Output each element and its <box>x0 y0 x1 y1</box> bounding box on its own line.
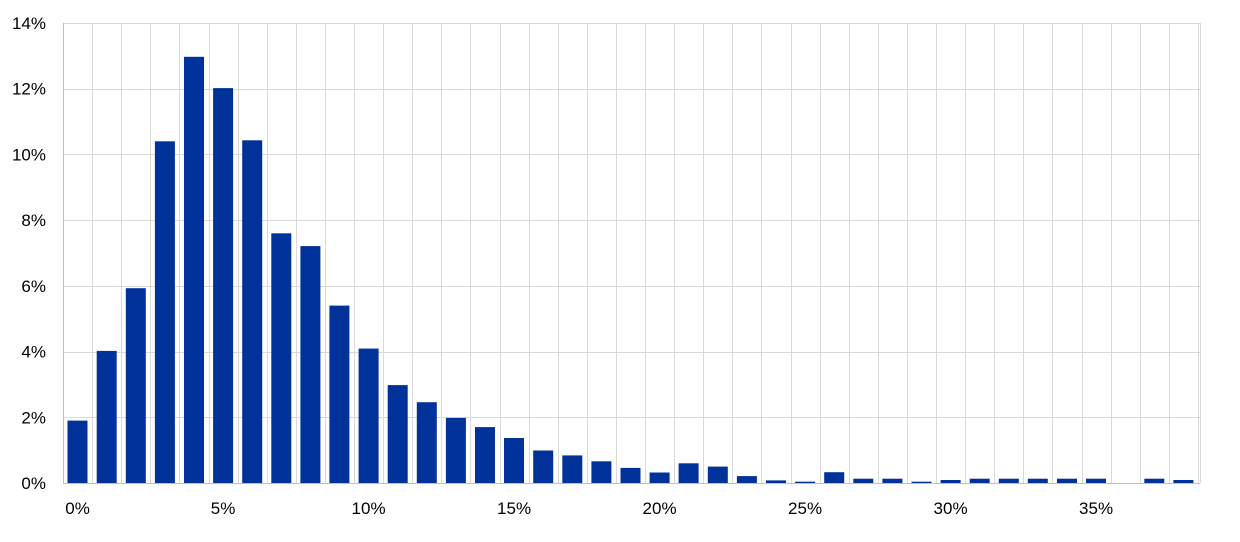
bar-16 <box>533 450 554 483</box>
bar-17 <box>562 455 583 483</box>
bar-13 <box>445 417 466 483</box>
x-tick-label: 35% <box>1079 499 1113 518</box>
bar-9 <box>329 305 350 483</box>
x-tick-label: 0% <box>65 499 90 518</box>
bar-28 <box>882 478 903 483</box>
bar-32 <box>998 478 1019 483</box>
bar-34 <box>1057 478 1077 483</box>
y-tick-label: 12% <box>12 80 46 99</box>
bar-37 <box>1144 478 1165 483</box>
bar-20 <box>649 472 670 483</box>
bar-19 <box>620 467 641 483</box>
x-tick-label: 30% <box>934 499 968 518</box>
x-tick-label: 15% <box>497 499 531 518</box>
bar-8 <box>300 246 321 483</box>
bar-27 <box>853 478 874 483</box>
bar-26 <box>824 472 845 483</box>
bar-4 <box>184 56 204 484</box>
bar-7 <box>271 233 292 483</box>
bar-3 <box>154 141 175 484</box>
bar-18 <box>591 461 612 483</box>
bar-30 <box>940 480 961 483</box>
bar-31 <box>969 478 990 483</box>
x-tick-label: 5% <box>211 499 236 518</box>
tick-labels: 0% 2% 4% 6% 8% 10% 12% 14% 0% 5% 10% 15% 20% 25% 30% 35… <box>12 14 1113 518</box>
bar-21 <box>678 463 699 483</box>
grid <box>63 23 1201 483</box>
bar-33 <box>1027 478 1048 483</box>
bar-10 <box>358 348 379 483</box>
y-tick-label: 8% <box>21 211 46 230</box>
y-tick-label: 0% <box>21 474 46 493</box>
bar-0 <box>67 420 88 483</box>
bar-35 <box>1086 478 1106 483</box>
bar-38 <box>1173 480 1194 483</box>
bar-25 <box>795 481 816 483</box>
y-tick-label: 6% <box>21 277 46 296</box>
bar-22 <box>707 466 728 483</box>
bar-6 <box>242 140 263 484</box>
axes <box>63 23 1200 484</box>
y-tick-label: 14% <box>12 14 46 33</box>
bar-5 <box>213 88 234 483</box>
bar-15 <box>504 438 524 483</box>
bars <box>67 56 1194 484</box>
bar-29 <box>911 481 932 483</box>
y-tick-label: 4% <box>21 343 46 362</box>
x-tick-label: 25% <box>788 499 822 518</box>
bar-2 <box>125 288 146 483</box>
bar-24 <box>766 480 786 483</box>
bar-1 <box>96 350 117 483</box>
bar-23 <box>736 476 757 483</box>
x-tick-label: 10% <box>352 499 386 518</box>
y-tick-label: 2% <box>21 408 46 427</box>
y-tick-label: 10% <box>12 145 46 164</box>
x-tick-label: 20% <box>643 499 677 518</box>
bar-12 <box>416 402 437 483</box>
bar-14 <box>475 427 495 483</box>
bar-11 <box>387 385 408 483</box>
